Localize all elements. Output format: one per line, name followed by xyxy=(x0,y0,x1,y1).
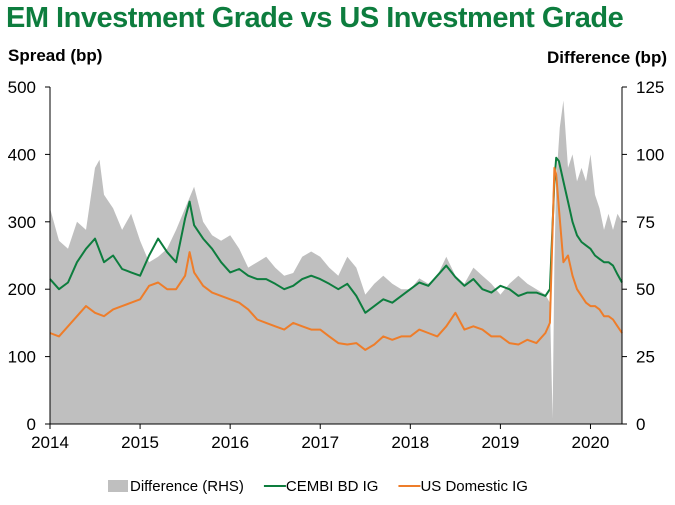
legend: Difference (RHS) CEMBI BD IG US Domestic I… xyxy=(108,478,528,495)
right-y-tick-label: 50 xyxy=(636,280,655,299)
left-y-tick-label: 400 xyxy=(8,145,36,164)
left-y-tick-label: 100 xyxy=(8,348,36,367)
chart-title: EM Investment Grade vs US Investment Gra… xyxy=(6,2,624,34)
series-line-us-domestic-ig xyxy=(49,166,623,351)
x-tick-label: 2016 xyxy=(211,433,249,452)
x-tick-label: 2015 xyxy=(121,433,159,452)
plot-area xyxy=(49,100,623,424)
x-tick-label: 2019 xyxy=(481,433,519,452)
left-y-tick-label: 200 xyxy=(8,280,36,299)
legend-swatch-difference-rhs xyxy=(108,480,128,492)
left-axis-title: Spread (bp) xyxy=(8,46,103,65)
x-tick-label: 2020 xyxy=(572,433,610,452)
x-tick-label: 2018 xyxy=(391,433,429,452)
legend-label-difference-rhs: Difference (RHS) xyxy=(130,478,244,495)
series-line-cembi-bd-ig xyxy=(49,156,623,314)
left-y-tick-label: 300 xyxy=(8,213,36,232)
difference-area xyxy=(50,100,622,424)
legend-label-cembi-bd-ig: CEMBI BD IG xyxy=(286,478,379,495)
legend-label-us-domestic-ig: US Domestic IG xyxy=(420,478,528,495)
axes: 0 100 200 300 400 500 0 25 50 75 100 125 2014 2015 201… xyxy=(8,78,665,452)
right-y-tick-label: 125 xyxy=(636,78,664,97)
right-y-tick-label: 25 xyxy=(636,348,655,367)
x-tick-label: 2014 xyxy=(31,433,69,452)
right-axis-title: Difference (bp) xyxy=(547,48,667,67)
right-y-tick-label: 75 xyxy=(636,213,655,232)
right-y-tick-label: 0 xyxy=(636,415,645,434)
right-y-tick-label: 100 xyxy=(636,145,664,164)
x-tick-label: 2017 xyxy=(301,433,339,452)
left-y-tick-label: 500 xyxy=(8,78,36,97)
left-y-tick-label: 0 xyxy=(27,415,36,434)
